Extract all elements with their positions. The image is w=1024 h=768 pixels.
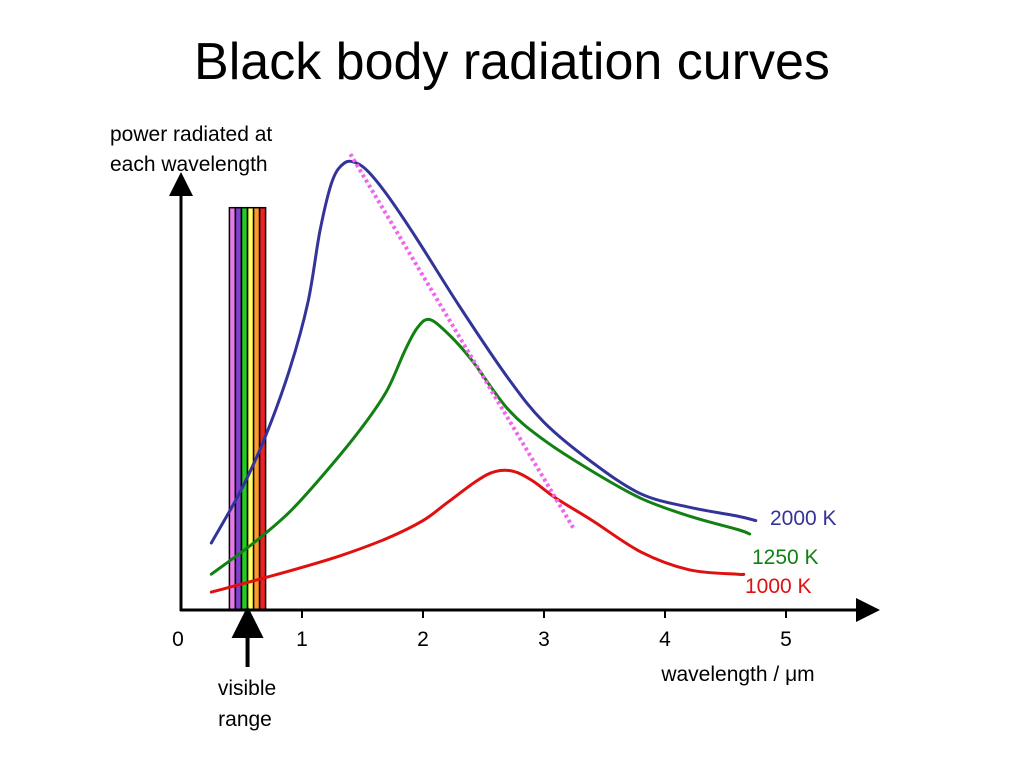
series-lines xyxy=(209,159,758,594)
x-axis-label: wavelength / μm xyxy=(660,663,814,686)
wien-peak-line xyxy=(348,153,576,531)
series-line-1250-k xyxy=(209,317,752,576)
visible-band-stripe xyxy=(228,206,237,611)
x-ticks: 0 1 2 3 4 5 xyxy=(172,610,792,651)
visible-band-stripe xyxy=(258,206,267,611)
visible-label-line-1: visible xyxy=(218,677,276,700)
x-tick-label: 4 xyxy=(659,628,671,651)
visible-band-stripe xyxy=(246,206,255,611)
series-label: 2000 K xyxy=(770,507,837,530)
y-axis-label-line-1: power radiated at xyxy=(110,123,272,146)
visible-label-line-2: range xyxy=(218,708,272,731)
visible-band-stripe xyxy=(234,206,243,611)
series-line-2000-k xyxy=(209,159,758,545)
x-tick-label: 0 xyxy=(172,628,184,651)
visible-range-band xyxy=(228,206,267,611)
x-tick-label: 3 xyxy=(538,628,550,651)
series-label: 1250 K xyxy=(752,546,819,569)
series-labels: 2000 K 1250 K 1000 K xyxy=(745,507,837,598)
visible-band-stripe xyxy=(252,206,261,611)
x-tick-label: 5 xyxy=(780,628,792,651)
series-line-1000-k xyxy=(209,468,746,594)
slide-title: Black body radiation curves xyxy=(194,33,830,91)
series-label: 1000 K xyxy=(745,575,812,598)
x-tick-label: 1 xyxy=(296,628,308,651)
y-axis-label-line-2: each wavelength xyxy=(110,153,268,176)
x-tick-label: 2 xyxy=(417,628,429,651)
